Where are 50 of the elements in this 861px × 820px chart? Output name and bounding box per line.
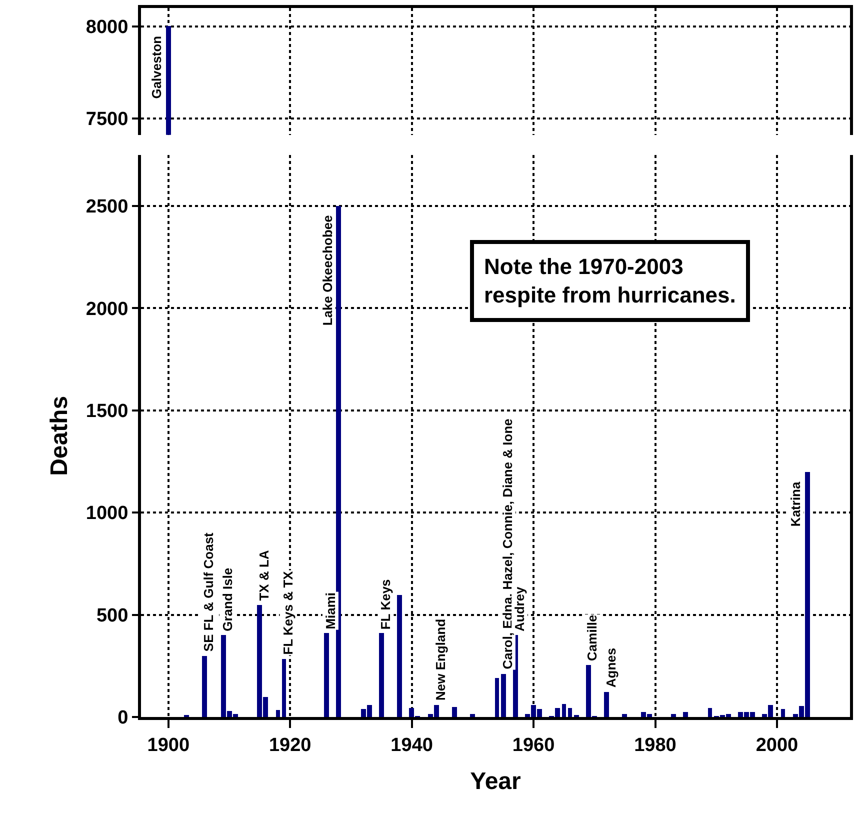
bar <box>568 708 572 717</box>
bar <box>495 678 499 717</box>
y-tick-label: 0 <box>118 708 128 729</box>
annotation: New England <box>432 618 448 700</box>
x-tick-label: 2000 <box>756 734 798 756</box>
y-tick-label: 500 <box>96 605 128 626</box>
annotation: Agnes <box>604 648 619 688</box>
x-tick-label: 1940 <box>390 734 433 756</box>
bar <box>604 692 609 717</box>
annotation: FL Keys & TX <box>280 570 296 655</box>
bar <box>379 632 384 717</box>
y-axis-title: Deaths <box>46 396 74 476</box>
bar <box>562 704 566 717</box>
annotation: Camille <box>584 614 600 661</box>
bar <box>683 712 688 717</box>
bar <box>622 714 627 717</box>
bar <box>501 674 506 717</box>
bar <box>202 656 207 717</box>
y-tick-label: 1500 <box>86 400 128 422</box>
annotation: SE FL & Gulf Coast <box>201 532 216 652</box>
annotation: Katrina <box>788 481 804 527</box>
bar <box>781 708 785 717</box>
bar <box>397 594 402 717</box>
bar <box>452 706 457 717</box>
annotation: FL Keys <box>378 579 394 630</box>
y-tick-label: 7500 <box>86 109 128 130</box>
annotation: Lake Okeechobee <box>320 215 335 326</box>
y-tick-label: 1000 <box>86 503 128 524</box>
annotation: Audrey <box>512 586 528 632</box>
bar <box>324 632 329 717</box>
y-tick-label: 2500 <box>86 196 128 218</box>
annotation: Carol, Edna, Hazel, Connie, Diane & Ione <box>500 418 515 670</box>
bar <box>276 710 280 717</box>
annotation: Miami <box>322 592 338 630</box>
x-tick-label: 1980 <box>634 734 676 756</box>
bar <box>671 714 676 717</box>
x-tick-label: 1960 <box>512 734 555 756</box>
annotation: Note the 1970-2003 respite from hurricanes. <box>484 254 736 308</box>
y-tick-label: 8000 <box>86 17 128 38</box>
bar <box>470 714 475 717</box>
bar <box>708 708 712 717</box>
annotation: TX & LA <box>256 550 272 601</box>
bar <box>336 206 341 717</box>
x-axis-title: Year <box>470 768 521 796</box>
x-tick-label: 1920 <box>268 734 312 756</box>
y-tick-label: 2000 <box>86 298 128 320</box>
x-tick-label: 1900 <box>147 734 190 756</box>
bar <box>282 658 286 717</box>
annotation: Galveston <box>149 36 164 99</box>
annotation: Grand Isle <box>220 568 235 632</box>
